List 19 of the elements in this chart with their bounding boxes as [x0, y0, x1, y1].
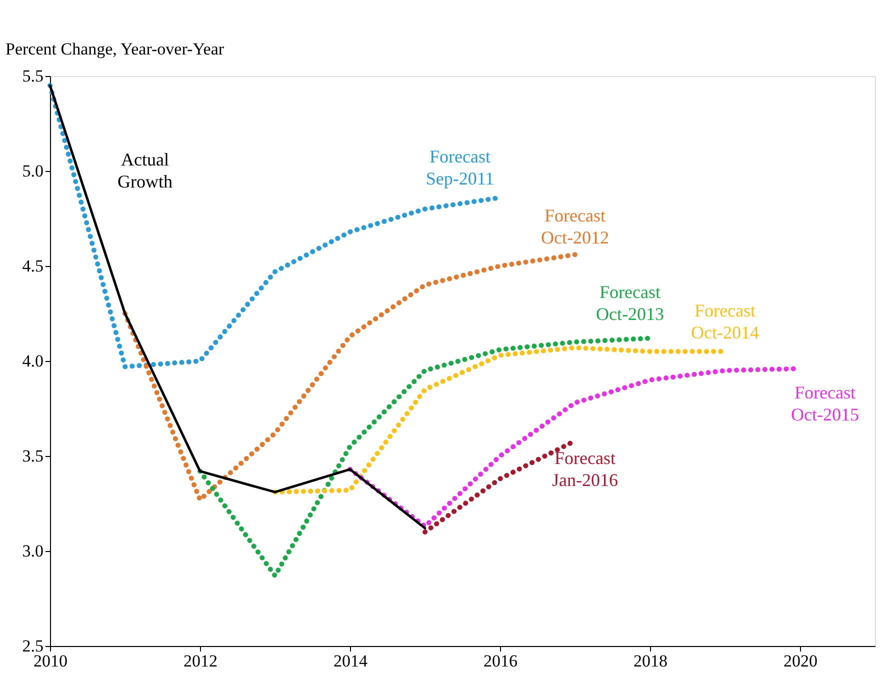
- x-tick-label: 2012: [184, 652, 218, 670]
- series-label: Forecast Sep-2011: [426, 146, 494, 189]
- x-tick-label: 2016: [484, 652, 518, 670]
- y-axis-title: Percent Change, Year-over-Year: [6, 40, 224, 58]
- y-tick-label: 3.0: [22, 542, 44, 560]
- y-tick-label: 4.5: [22, 256, 44, 276]
- x-tick-label: 2020: [784, 652, 818, 670]
- y-tick-label: 5.0: [22, 162, 44, 180]
- series-label: Forecast Oct-2014: [691, 300, 759, 342]
- series-label: Forecast Oct-2015: [791, 382, 859, 425]
- x-tick-label: 2018: [634, 652, 668, 670]
- series-label: Actual Growth: [118, 150, 172, 192]
- series-label: Forecast Jan-2016: [552, 448, 618, 490]
- series-label: Forecast Oct-2013: [596, 282, 664, 324]
- y-tick-label: 4.0: [22, 352, 44, 370]
- series-label: Forecast Oct-2012: [541, 206, 609, 248]
- y-tick-label: 5.5: [22, 66, 44, 86]
- x-tick-label: 2014: [334, 652, 368, 670]
- y-tick-label: 3.5: [22, 446, 44, 466]
